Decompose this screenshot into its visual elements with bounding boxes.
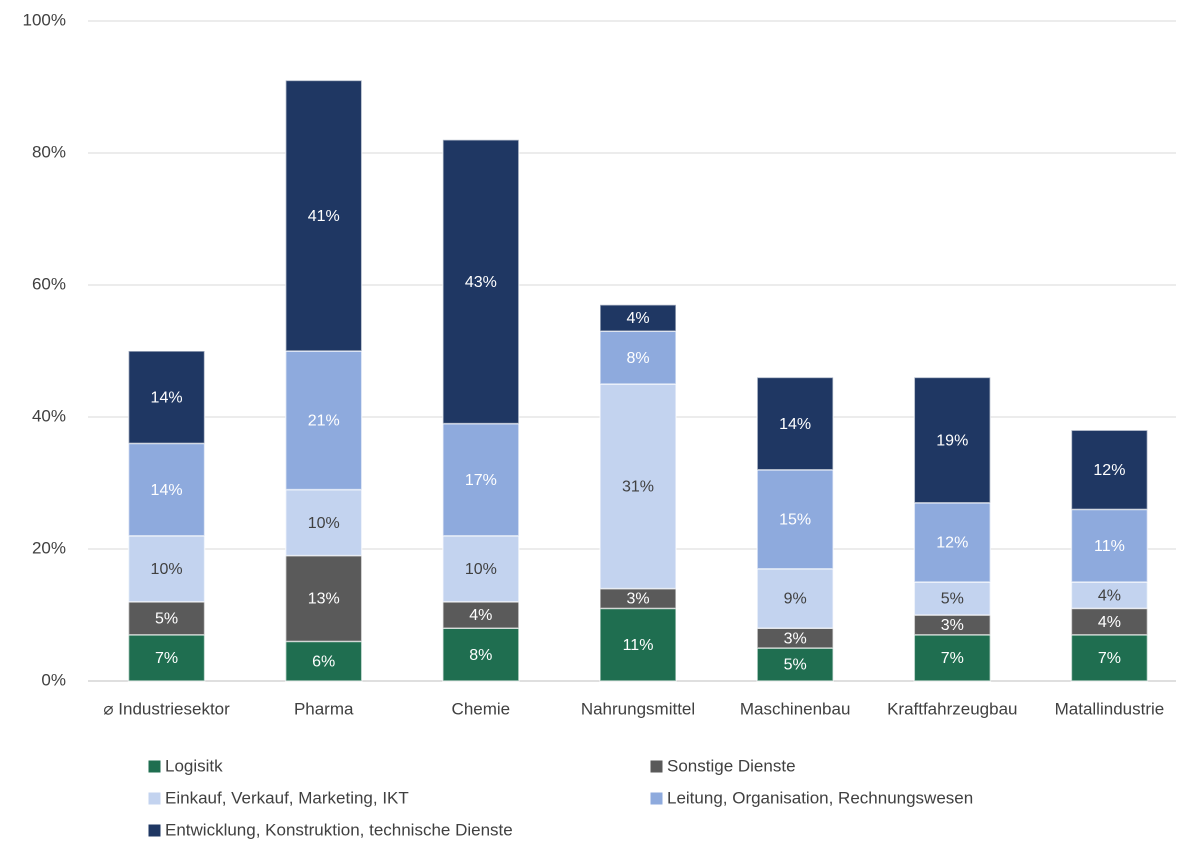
bar-segment <box>1070 508 1149 583</box>
bar-segment <box>284 640 363 682</box>
bar-segment <box>1070 634 1149 682</box>
data-label: 14% <box>151 482 183 499</box>
bar-segment <box>599 383 677 590</box>
data-label: 19% <box>936 432 968 449</box>
bar-segment <box>284 554 363 643</box>
legend-marker <box>147 791 162 806</box>
data-label: 10% <box>151 561 183 578</box>
data-label: 9% <box>784 591 807 608</box>
x-tick-label: Matallindustrie <box>1055 699 1165 718</box>
bar-segment <box>442 422 520 537</box>
y-tick-label: 100% <box>23 10 66 29</box>
x-tick-label: Nahrungsmittel <box>581 699 695 718</box>
legend-label: Logisitk <box>165 756 223 775</box>
data-label: 14% <box>151 389 183 406</box>
legend-label: Einkauf, Verkauf, Marketing, IKT <box>165 788 409 807</box>
data-label: 12% <box>936 535 968 552</box>
data-label: 5% <box>155 611 178 628</box>
data-label: 4% <box>626 310 649 327</box>
data-label: 10% <box>308 515 340 532</box>
data-label: 3% <box>941 617 964 634</box>
bar-segment <box>1070 429 1149 511</box>
data-label: 4% <box>1098 614 1121 631</box>
legend-marker <box>649 759 664 774</box>
data-label: 21% <box>308 413 340 430</box>
x-tick-label: ⌀ Industriesektor <box>103 699 230 718</box>
x-tick-label: Chemie <box>452 699 511 718</box>
data-label: 15% <box>779 512 811 529</box>
legend-label: Sonstige Dienste <box>667 756 796 775</box>
data-label: 13% <box>308 591 340 608</box>
bar-segment <box>127 350 206 445</box>
data-label: 7% <box>941 650 964 667</box>
data-label: 11% <box>1094 538 1125 555</box>
bar-segment <box>1070 581 1149 610</box>
x-tick-label: Kraftfahrzeugbau <box>887 699 1017 718</box>
bar-segment <box>599 607 677 682</box>
y-tick-label: 0% <box>41 670 66 689</box>
data-label: 7% <box>1098 650 1121 667</box>
data-label: 3% <box>784 630 807 647</box>
data-label: 11% <box>623 637 654 654</box>
bar-segment <box>284 79 363 352</box>
data-label: 8% <box>469 647 492 664</box>
data-label: 6% <box>312 653 335 670</box>
legend-label: Entwicklung, Konstruktion, technische Di… <box>165 820 513 839</box>
bar-segment <box>599 330 677 385</box>
bar-segment <box>913 634 992 682</box>
data-label: 10% <box>465 561 497 578</box>
legend-marker <box>147 823 162 838</box>
bar-segment <box>756 469 834 570</box>
y-tick-label: 40% <box>32 406 66 425</box>
data-label: 4% <box>1098 587 1121 604</box>
bar-segment <box>127 601 206 636</box>
bar-segment <box>599 304 677 332</box>
data-label: 7% <box>155 650 178 667</box>
bar-segment <box>284 488 363 557</box>
data-label: 43% <box>465 274 497 291</box>
legend-label: Leitung, Organisation, Rechnungswesen <box>667 788 973 807</box>
bar-segment <box>913 376 992 504</box>
bar-segment <box>756 647 834 682</box>
bar-segment <box>127 634 206 682</box>
data-label: 17% <box>465 472 497 489</box>
bar-segment <box>756 568 834 629</box>
data-label: 4% <box>469 607 492 624</box>
x-tick-label: Pharma <box>294 699 354 718</box>
data-label: 5% <box>941 591 964 608</box>
x-tick-label: Maschinenbau <box>740 699 851 718</box>
bar-segment <box>127 535 206 603</box>
y-tick-label: 60% <box>32 274 66 293</box>
y-tick-label: 20% <box>32 538 66 557</box>
data-label: 12% <box>1093 462 1125 479</box>
bar-segment <box>442 535 520 603</box>
data-label: 31% <box>622 479 654 496</box>
y-tick-label: 80% <box>32 142 66 161</box>
bar-segment <box>442 627 520 682</box>
data-label: 3% <box>626 591 649 608</box>
bar-segment <box>442 139 520 425</box>
data-label: 14% <box>779 416 811 433</box>
bar-segment <box>913 502 992 583</box>
data-label: 5% <box>784 657 807 674</box>
bar-segment <box>1070 607 1149 636</box>
data-label: 8% <box>626 350 649 367</box>
bar-segment <box>913 581 992 616</box>
bar-segment <box>756 376 834 471</box>
bar-segment <box>284 350 363 491</box>
legend-marker <box>649 791 664 806</box>
legend-marker <box>147 759 162 774</box>
data-label: 41% <box>308 208 340 225</box>
